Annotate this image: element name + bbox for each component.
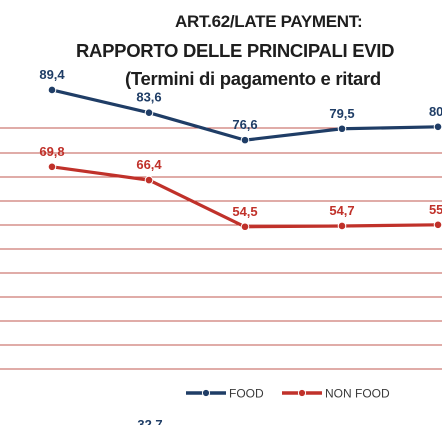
food-data-point: [240, 135, 250, 145]
food-data-label: 80,: [429, 104, 442, 119]
chart-title-line-1: ART.62/LATE PAYMENT:: [175, 12, 363, 31]
food-data-label: 89,4: [39, 67, 65, 82]
food-data-point: [433, 122, 442, 132]
food-series-line: [51, 88, 439, 142]
non-food-data-point: [433, 220, 442, 230]
chart-title-line-3: (Termini di pagamento e ritard: [125, 68, 381, 89]
food-data-point: [47, 85, 57, 95]
legend: FOOD NON FOOD: [186, 387, 390, 401]
series-group: [47, 85, 442, 232]
legend-food-label: FOOD: [229, 387, 264, 401]
non-food-data-point: [47, 162, 57, 172]
food-data-point: [144, 108, 154, 117]
non-food-data-point: [337, 221, 347, 231]
food-data-point: [337, 124, 347, 134]
food-data-label: 76,6: [232, 117, 257, 132]
non-food-data-label: 69,8: [39, 144, 64, 159]
gridlines: [0, 127, 442, 370]
non-food-data-label: 66,4: [136, 157, 162, 172]
non-food-data-label: 55,: [429, 202, 442, 217]
legend-food-marker: [201, 388, 211, 398]
non-food-data-label: 54,5: [232, 204, 257, 219]
non-food-data-point: [144, 175, 154, 185]
legend-non-food-marker: [297, 388, 307, 398]
food-data-label: 79,5: [329, 106, 354, 121]
non-food-data-point: [240, 222, 250, 232]
chart-title-line-2: RAPPORTO DELLE PRINCIPALI EVID: [76, 40, 395, 61]
cutoff-value-label: 32,7: [137, 417, 162, 425]
non-food-data-label: 54,7: [329, 203, 354, 218]
food-data-label: 83,6: [136, 90, 161, 105]
legend-non-food-label: NON FOOD: [325, 387, 390, 401]
data-labels: 89,4 83,6 76,6 79,5 80, 69,8 66,4 54,5 54,7 55,: [39, 67, 442, 219]
